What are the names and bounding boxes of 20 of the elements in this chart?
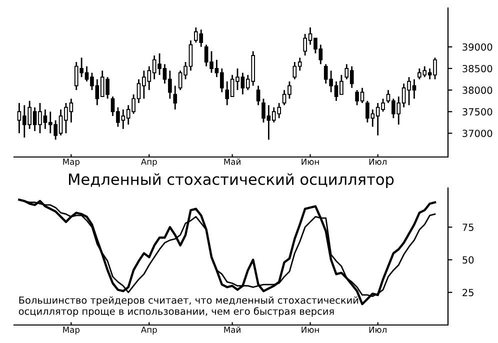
x-tick-label: Июн	[302, 158, 319, 165]
y-tick-label: 37500	[462, 108, 492, 116]
x-tick-label: Мар	[63, 158, 80, 166]
x-tick-label: Май	[224, 326, 240, 333]
y-tick-label: 50	[462, 256, 474, 264]
x-tick-label: Июл	[369, 158, 386, 165]
y-tick-label: 39000	[462, 43, 492, 51]
y-tick-label: 25	[462, 288, 474, 296]
y-tick-label: 75	[462, 224, 474, 231]
x-tick-label: Апр	[140, 326, 157, 334]
x-tick-label: Июл	[369, 326, 386, 333]
y-tick-label: 38000	[462, 86, 492, 94]
y-tick-label: 37000	[462, 130, 492, 138]
x-tick-label: Май	[224, 158, 240, 165]
x-tick-label: Мар	[63, 326, 80, 334]
annotation: Большинство трейдеров считает, что медленный стохастический осциллятор проще в использовании, чем его быстрая версия	[18, 296, 358, 317]
x-tick-label: Апр	[140, 158, 157, 166]
chart-title: Медленный стохастический осциллятор	[69, 173, 394, 188]
x-tick-label: Июн	[302, 326, 319, 333]
y-tick-label: 38500	[462, 64, 492, 72]
